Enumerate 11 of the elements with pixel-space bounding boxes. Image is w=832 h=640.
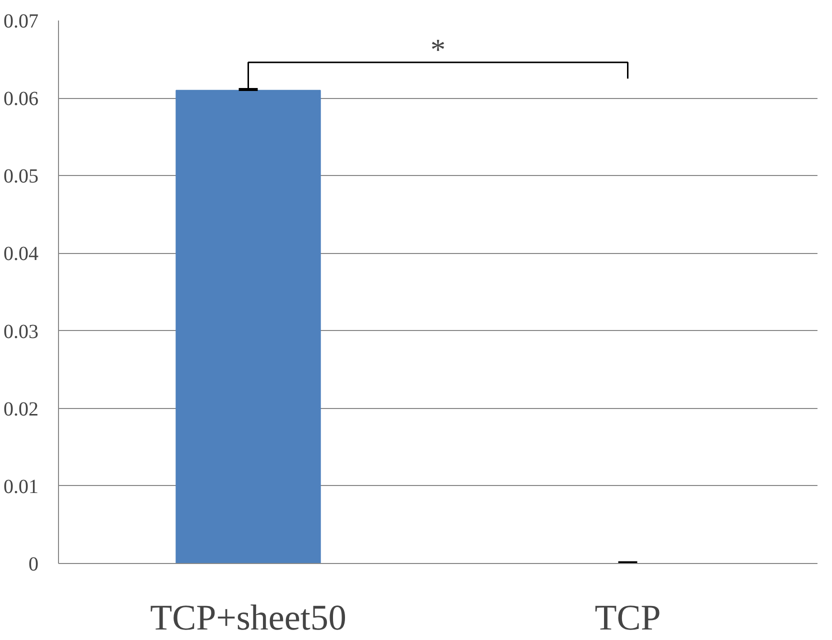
y-tick-label: 0.02: [4, 398, 38, 420]
y-tick-label: 0.03: [4, 320, 38, 343]
y-tick-label: 0: [28, 554, 38, 576]
y-tick-label: 0.04: [4, 243, 38, 266]
y-tick-label: 0.07: [4, 10, 38, 32]
annotation: *: [430, 33, 446, 66]
x-tick-label: TCP: [594, 598, 661, 638]
y-tick-label: 0.06: [4, 88, 38, 110]
x-tick-label: TCP+sheet50: [150, 598, 346, 638]
y-tick-label: 0.01: [4, 476, 38, 498]
y-tick-label: 0.05: [4, 166, 38, 188]
